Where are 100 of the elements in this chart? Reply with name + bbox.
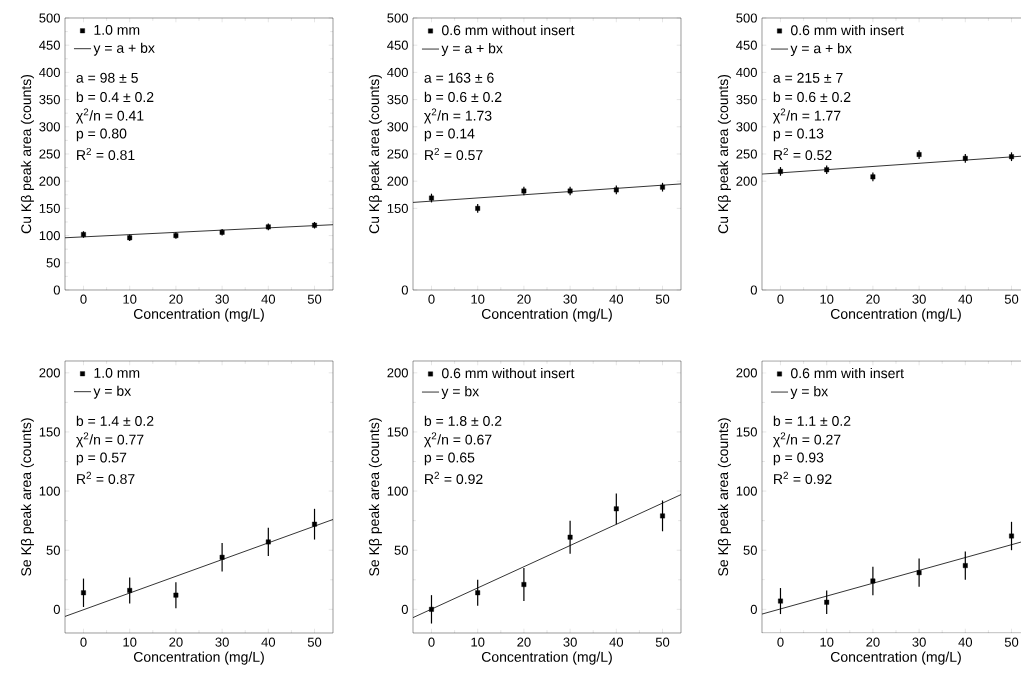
point xyxy=(475,590,481,596)
y-tick-label: 150 xyxy=(387,203,408,213)
annotation: p = 0.80 xyxy=(76,128,127,142)
annotation: b = 1.8 ± 0.2 xyxy=(424,415,502,426)
y-tick-label: 400 xyxy=(387,67,408,77)
y-tick-label: 400 xyxy=(736,67,757,77)
y-tick-label: 300 xyxy=(39,122,60,132)
legend-label: y = a + bx xyxy=(441,43,503,57)
x-tick-label: 20 xyxy=(866,294,880,304)
annotation: R$^{2}$ = 0.92 xyxy=(425,471,483,485)
y-axis-title: Se Kβ peak area (counts) xyxy=(368,418,382,576)
x-tick-label: 10 xyxy=(471,637,485,647)
legend-label: 0.6 mm with insert xyxy=(790,367,904,379)
legend-label: y = a + bx xyxy=(790,43,852,57)
legend-label: y = a + bx xyxy=(93,42,155,56)
x-tick-label: 30 xyxy=(912,637,926,647)
y-tick-label: 500 xyxy=(736,13,757,23)
y-tick-label: 250 xyxy=(387,149,408,159)
annotation: b = 1.4 ± 0.2 xyxy=(76,415,154,426)
y-tick-label: 400 xyxy=(39,67,60,77)
x-tick-label: 20 xyxy=(866,637,880,647)
x-tick-label: 40 xyxy=(609,637,624,647)
y-axis-title: Cu Kβ peak area (counts) xyxy=(368,74,382,234)
x-tick-label: 50 xyxy=(655,637,670,647)
x-tick-label: 30 xyxy=(563,637,577,647)
annotation: a = 215 ± 7 xyxy=(773,72,843,83)
annotation: b = 0.6 ± 0.2 xyxy=(773,91,851,103)
y-tick-label: 200 xyxy=(39,176,60,186)
y-tick-label: 50 xyxy=(743,545,757,555)
legend-label: y = bx xyxy=(93,385,132,399)
y-tick-label: 350 xyxy=(736,94,757,105)
x-tick-label: 0 xyxy=(428,637,435,647)
y-axis-title: Cu Kβ peak area (counts) xyxy=(20,74,34,234)
x-axis-title: Concentration (mg/L) xyxy=(481,308,612,322)
x-tick-label: 10 xyxy=(820,637,834,647)
y-tick-label: 100 xyxy=(39,230,60,241)
y-tick-label: 450 xyxy=(39,40,60,50)
y-tick-label: 0 xyxy=(53,604,60,614)
x-tick-label: 40 xyxy=(261,294,276,304)
x-tick-label: 50 xyxy=(655,294,670,304)
x-tick-label: 10 xyxy=(123,294,137,304)
annotation: R$^{2}$ = 0.81 xyxy=(77,147,135,161)
y-tick-label: 300 xyxy=(736,122,757,132)
y-axis-title: Se Kβ peak area (counts) xyxy=(717,418,731,576)
legend-label: y = bx xyxy=(441,386,480,400)
point xyxy=(660,513,665,519)
x-tick-label: 50 xyxy=(307,637,322,647)
x-tick-label: 40 xyxy=(609,294,624,304)
legend-label: y = bx xyxy=(790,386,829,400)
point xyxy=(265,539,271,545)
y-tick-label: 0 xyxy=(750,604,757,614)
legend-label: 1.0 mm xyxy=(94,367,140,378)
legend-label: 0.6 mm with insert xyxy=(790,24,904,36)
legend-label: 0.6 mm without insert xyxy=(441,367,575,379)
y-tick-label: 200 xyxy=(387,176,408,186)
point xyxy=(127,588,133,593)
point xyxy=(173,592,179,598)
x-tick-label: 0 xyxy=(428,294,435,304)
y-tick-label: 150 xyxy=(39,427,60,437)
y-tick-label: 200 xyxy=(736,368,757,378)
annotation: p = 0.93 xyxy=(773,452,824,466)
y-tick-label: 150 xyxy=(387,427,408,437)
annotation: b = 1.1 ± 0.2 xyxy=(773,415,851,426)
x-axis-title: Concentration (mg/L) xyxy=(481,651,612,665)
y-tick-label: 150 xyxy=(736,427,757,437)
annotation: χ$^{2}$/n = 0.27 xyxy=(773,432,841,448)
y-tick-label: 100 xyxy=(39,486,60,496)
x-tick-label: 40 xyxy=(958,294,973,304)
x-tick-label: 0 xyxy=(80,294,87,304)
y-tick-label: 300 xyxy=(387,122,408,132)
annotation: R$^{2}$ = 0.92 xyxy=(774,471,832,485)
y-tick-label: 0 xyxy=(401,604,408,614)
y-tick-label: 50 xyxy=(394,545,408,555)
point xyxy=(916,570,922,576)
x-tick-label: 20 xyxy=(517,637,531,647)
point xyxy=(81,590,86,596)
annotation: b = 0.6 ± 0.2 xyxy=(424,91,502,103)
y-tick-label: 350 xyxy=(387,94,408,105)
point xyxy=(219,554,225,560)
x-tick-label: 30 xyxy=(563,294,577,304)
annotation: b = 0.4 ± 0.2 xyxy=(76,91,154,103)
point xyxy=(613,506,619,512)
x-tick-label: 10 xyxy=(820,294,834,304)
point xyxy=(962,563,968,568)
x-tick-label: 30 xyxy=(215,294,229,304)
point xyxy=(824,599,830,605)
y-tick-label: 200 xyxy=(387,368,408,378)
x-axis-title: Concentration (mg/L) xyxy=(133,651,264,665)
y-tick-label: 500 xyxy=(39,13,60,23)
x-tick-label: 0 xyxy=(777,637,784,647)
y-tick-label: 100 xyxy=(736,486,757,496)
annotation: χ$^{2}$/n = 1.73 xyxy=(424,108,492,124)
annotation: R$^{2}$ = 0.87 xyxy=(77,471,135,485)
x-axis-title: Concentration (mg/L) xyxy=(830,308,961,322)
annotation: R$^{2}$ = 0.57 xyxy=(425,147,483,161)
x-tick-label: 20 xyxy=(169,637,183,647)
annotation: χ$^{2}$/n = 1.77 xyxy=(773,108,841,124)
y-tick-label: 250 xyxy=(39,149,60,159)
y-tick-label: 450 xyxy=(387,40,408,50)
x-tick-label: 0 xyxy=(80,637,87,647)
